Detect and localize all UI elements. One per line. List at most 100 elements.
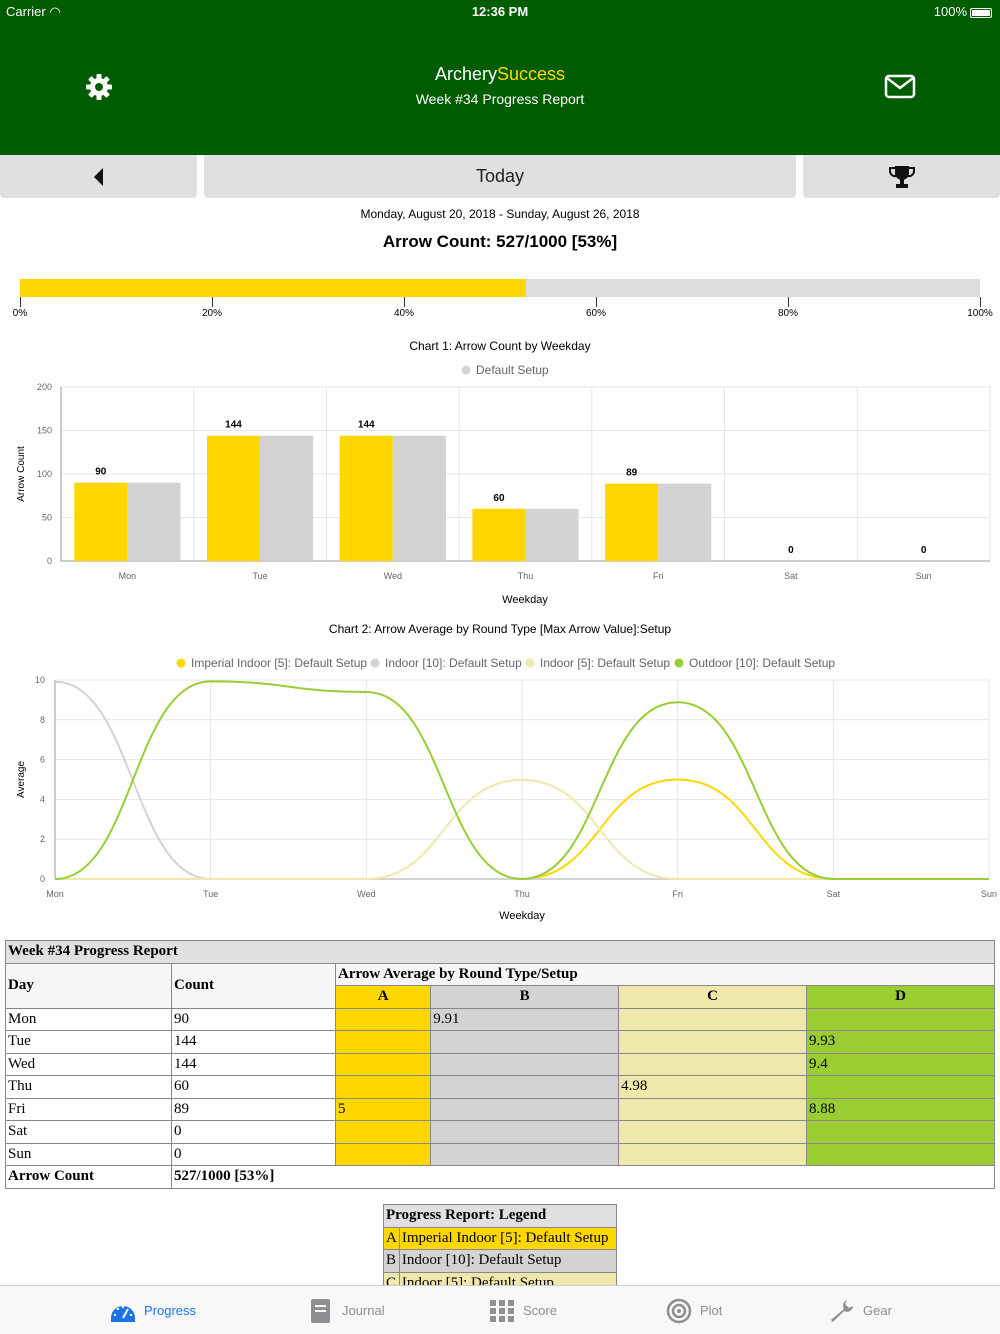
cell-c: 4.98 — [618, 1075, 807, 1099]
y-tick-label: 100 — [37, 469, 52, 479]
table-row: Sat 0 — [5, 1120, 996, 1144]
progress-tick-label: 80% — [777, 308, 799, 319]
progress-tick-label: 20% — [201, 308, 223, 319]
x-tick-label: Thu — [514, 889, 530, 899]
bar — [525, 508, 579, 561]
mail-icon — [884, 74, 916, 99]
email-button[interactable] — [884, 74, 918, 100]
arrow-count-summary: Arrow Count: 527/1000 [53%] — [382, 232, 618, 251]
cell-day: Tue — [5, 1030, 172, 1054]
cell-a — [334, 1052, 432, 1076]
footer-label: Arrow Count — [5, 1165, 172, 1189]
cell-c — [618, 1030, 807, 1054]
cell-b — [430, 1052, 620, 1076]
gauge-icon — [111, 1305, 135, 1322]
x-tick-label: Sun — [916, 571, 932, 581]
progress-fill — [20, 279, 526, 297]
trophy-icon — [888, 165, 915, 188]
data-label: 0 — [788, 545, 794, 556]
y-tick-label: 0 — [47, 556, 52, 566]
chart2-line-chart: Imperial Indoor [5]: Default Setup Indoor… — [16, 656, 997, 922]
y-tick-label: 50 — [42, 513, 52, 523]
cell-count: 144 — [171, 1052, 336, 1076]
cell-b — [430, 1097, 620, 1121]
cell-c — [618, 1052, 807, 1076]
x-tick-label: Tue — [252, 571, 267, 581]
progress-report-table: Week #34 Progress Report Day Count Arrow… — [5, 940, 996, 1189]
cell-a — [334, 1030, 432, 1054]
legend-title: Progress Report: Legend — [383, 1204, 617, 1228]
legend-marker — [525, 658, 535, 668]
chart2-title: Chart 2: Arrow Average by Round Type [Ma… — [328, 622, 672, 636]
wifi-icon: ◠ — [49, 4, 61, 19]
carrier-label: Carrier ◠ — [6, 4, 61, 20]
progress-scale: 0% 20% 40% 60% 80% 100% — [13, 297, 993, 327]
legend-label: Indoor [10]: Default Setup — [398, 1249, 618, 1273]
bar — [339, 435, 393, 561]
legend-label: Indoor [10]: Default Setup — [385, 656, 522, 670]
y-axis-title: Arrow Count — [16, 446, 27, 502]
table-row: Fri 89 5 8.88 — [5, 1097, 996, 1121]
report-subtitle: Week #34 Progress Report — [415, 91, 585, 107]
app-header: Carrier ◠ 12:36 PM 100% ArcherySuccess W… — [0, 0, 1000, 155]
table-row: Mon 90 9.91 — [5, 1007, 996, 1031]
tab-gear[interactable]: Gear — [829, 1286, 892, 1334]
battery-percent: 100% — [933, 4, 967, 19]
cell-day: Fri — [5, 1097, 172, 1121]
y-axis-title: Average — [16, 761, 27, 799]
bar — [472, 508, 526, 561]
header-day: Day — [5, 962, 172, 1009]
x-tick-label: Fri — [672, 889, 683, 899]
data-label: 0 — [921, 545, 927, 556]
tab-bar: Progress Journal Score Plot Ge — [0, 1285, 1000, 1334]
header-b: B — [430, 985, 620, 1009]
progress-tick-label: 0% — [12, 308, 28, 319]
x-tick-label: Mon — [119, 571, 137, 581]
cell-count: 144 — [171, 1030, 336, 1054]
cell-b — [430, 1075, 620, 1099]
cell-d: 8.88 — [805, 1097, 996, 1121]
cell-c — [618, 1120, 807, 1144]
cell-d — [805, 1142, 996, 1166]
tab-progress[interactable]: Progress — [110, 1286, 196, 1334]
tab-progress-label: Progress — [144, 1303, 197, 1318]
table-row: Tue 144 9.93 — [5, 1030, 996, 1054]
cell-b — [430, 1030, 620, 1054]
cell-d: 9.93 — [805, 1030, 996, 1054]
cell-day: Sat — [5, 1120, 172, 1144]
tab-journal[interactable]: Journal — [308, 1286, 385, 1334]
y-tick-label: 8 — [40, 715, 45, 725]
y-tick-label: 4 — [40, 794, 45, 804]
previous-week-button[interactable] — [0, 155, 197, 198]
x-tick-label: Mon — [46, 889, 64, 899]
status-bar: Carrier ◠ 12:36 PM 100% — [0, 0, 1000, 22]
today-button[interactable]: Today — [204, 155, 796, 198]
cell-day: Thu — [5, 1075, 172, 1099]
x-tick-label: Wed — [384, 571, 402, 581]
legend-label: Default Setup — [476, 363, 549, 377]
cell-c — [618, 1142, 807, 1166]
x-tick-label: Wed — [357, 889, 375, 899]
progress-tick — [212, 297, 213, 307]
carrier-text: Carrier — [6, 4, 46, 19]
header-c: C — [618, 985, 807, 1009]
cell-day: Mon — [5, 1007, 172, 1031]
battery-icon — [970, 7, 992, 18]
trophy-button[interactable] — [803, 155, 1000, 198]
x-axis-title: Weekday — [502, 594, 548, 606]
legend-row: B Indoor [10]: Default Setup — [383, 1249, 618, 1273]
settings-button[interactable] — [84, 72, 114, 102]
progress-tick-label: 60% — [585, 308, 607, 319]
table-row: Thu 60 4.98 — [5, 1075, 996, 1099]
y-tick-label: 0 — [40, 874, 45, 884]
legend-label: Imperial Indoor [5]: Default Setup — [398, 1226, 618, 1250]
header-count: Count — [171, 962, 336, 1009]
legend-key: A — [383, 1226, 400, 1250]
bar — [658, 483, 712, 561]
app-title-part1: Archery — [434, 64, 497, 84]
legend-label: Imperial Indoor [5]: Default Setup — [191, 656, 367, 670]
cell-count: 0 — [171, 1142, 336, 1166]
tab-plot[interactable]: Plot — [666, 1286, 722, 1334]
grid-icon — [490, 1299, 514, 1322]
tab-score[interactable]: Score — [489, 1286, 557, 1334]
